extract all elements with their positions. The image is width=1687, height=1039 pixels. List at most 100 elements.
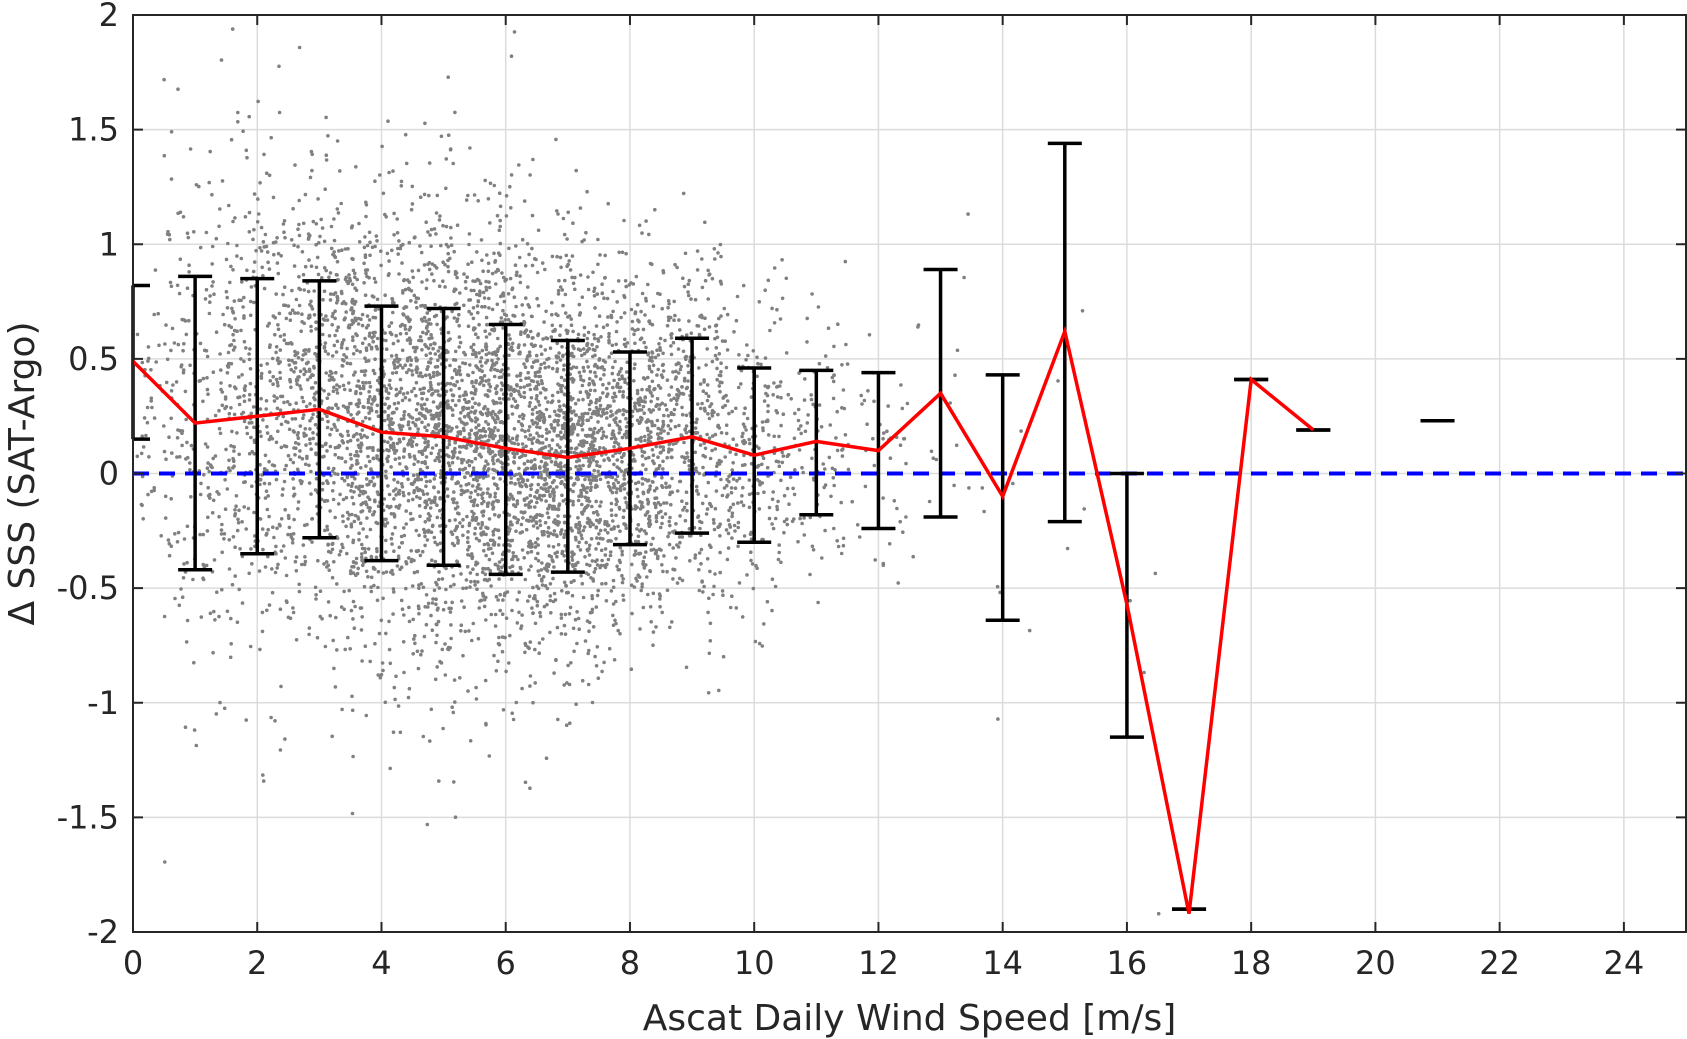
- scatter-point: [247, 398, 252, 402]
- scatter-point: [335, 139, 340, 143]
- scatter-point: [610, 490, 615, 495]
- scatter-point: [656, 426, 661, 431]
- scatter-point: [220, 550, 224, 555]
- scatter-point: [353, 271, 357, 276]
- scatter-point: [414, 528, 419, 533]
- scatter-point: [229, 325, 234, 330]
- scatter-point: [493, 624, 498, 628]
- scatter-point: [555, 341, 559, 346]
- scatter-point: [616, 372, 621, 377]
- scatter-point: [230, 429, 234, 434]
- scatter-point: [535, 370, 540, 374]
- scatter-point: [531, 379, 536, 384]
- scatter-point: [373, 244, 377, 249]
- scatter-point: [188, 468, 192, 472]
- scatter-point: [452, 249, 457, 254]
- scatter-point: [419, 338, 424, 343]
- scatter-point: [575, 641, 579, 646]
- scatter-point: [497, 642, 502, 647]
- scatter-point: [655, 348, 659, 353]
- scatter-point: [344, 355, 349, 360]
- scatter-point: [298, 369, 303, 374]
- scatter-point: [520, 303, 524, 307]
- scatter-point: [596, 469, 600, 474]
- scatter-point: [263, 453, 268, 458]
- scatter-point: [613, 394, 618, 399]
- scatter-point: [372, 482, 377, 487]
- scatter-point: [485, 439, 490, 443]
- scatter-point: [201, 399, 205, 404]
- scatter-point: [550, 399, 555, 403]
- scatter-point: [630, 611, 634, 616]
- scatter-point: [541, 637, 545, 641]
- scatter-point: [434, 443, 439, 448]
- scatter-point: [392, 497, 396, 501]
- scatter-point: [231, 309, 235, 314]
- scatter-point: [186, 235, 191, 240]
- scatter-point: [335, 294, 340, 299]
- scatter-point: [481, 383, 486, 388]
- scatter-point: [531, 611, 535, 615]
- scatter-point: [451, 574, 456, 578]
- scatter-point: [336, 417, 341, 422]
- scatter-point: [524, 376, 528, 381]
- scatter-point: [573, 567, 577, 572]
- scatter-point: [383, 293, 388, 298]
- scatter-point: [351, 338, 355, 343]
- scatter-point: [562, 378, 567, 383]
- scatter-point: [288, 311, 292, 316]
- scatter-point: [637, 575, 642, 579]
- scatter-point: [504, 616, 509, 620]
- scatter-point: [321, 297, 325, 302]
- scatter-point: [397, 503, 402, 508]
- scatter-point: [322, 562, 326, 566]
- scatter-point: [528, 387, 533, 392]
- scatter-point: [325, 318, 330, 322]
- scatter-point: [479, 429, 483, 433]
- scatter-point: [633, 539, 638, 544]
- scatter-point: [349, 608, 354, 613]
- scatter-point: [324, 314, 328, 318]
- scatter-point: [518, 414, 522, 419]
- scatter-point: [522, 343, 527, 347]
- scatter-point: [553, 327, 557, 332]
- scatter-point: [192, 728, 197, 732]
- scatter-point: [314, 593, 318, 597]
- scatter-point: [307, 481, 312, 485]
- scatter-point: [588, 369, 593, 374]
- scatter-point: [292, 243, 296, 247]
- scatter-point: [279, 517, 284, 521]
- scatter-point: [327, 334, 332, 338]
- scatter-point: [304, 443, 308, 447]
- scatter-point: [266, 527, 271, 532]
- scatter-point: [333, 685, 338, 689]
- scatter-point: [622, 218, 626, 223]
- scatter-point: [475, 304, 480, 308]
- scatter-point: [409, 299, 413, 303]
- scatter-point: [227, 458, 231, 463]
- scatter-point: [277, 110, 282, 115]
- scatter-point: [354, 391, 358, 396]
- scatter-point: [576, 398, 581, 402]
- scatter-point: [569, 323, 574, 328]
- scatter-point: [339, 345, 344, 350]
- scatter-point: [487, 351, 491, 355]
- scatter-point: [514, 405, 518, 410]
- scatter-point: [379, 263, 383, 268]
- scatter-point: [366, 397, 371, 402]
- scatter-point: [301, 416, 305, 421]
- scatter-point: [496, 486, 500, 491]
- scatter-point: [438, 475, 443, 480]
- scatter-point: [351, 502, 356, 506]
- scatter-point: [647, 433, 651, 437]
- scatter-point: [603, 553, 608, 557]
- scatter-point: [231, 332, 235, 337]
- scatter-point: [437, 413, 442, 418]
- scatter-point: [302, 431, 306, 436]
- scatter-point: [458, 291, 462, 295]
- scatter-point: [484, 288, 489, 292]
- scatter-point: [477, 293, 482, 298]
- scatter-point: [351, 599, 356, 604]
- scatter-point: [562, 623, 567, 628]
- scatter-point: [553, 598, 558, 602]
